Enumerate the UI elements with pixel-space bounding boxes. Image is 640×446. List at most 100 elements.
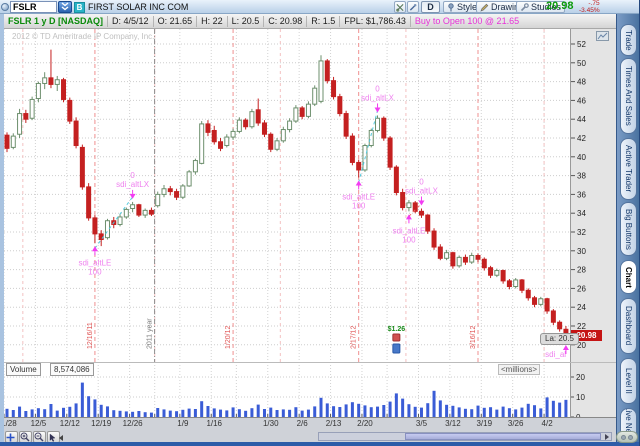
svg-text:100: 100 — [402, 235, 416, 244]
symbol-input[interactable] — [10, 1, 57, 13]
chart-panel-icon[interactable] — [596, 31, 609, 41]
svg-text:10: 10 — [576, 393, 585, 402]
x-axis: 11/28 12/5 12/12 12/19 12/26 1/9 1/16 1/30 2/6 2/… — [0, 419, 616, 431]
window-bottom-frame — [0, 442, 639, 446]
stat-low: L: 20.5 — [228, 15, 265, 27]
collapse-icon[interactable] — [59, 435, 63, 441]
svg-text:44: 44 — [577, 115, 586, 124]
svg-text:0: 0 — [130, 171, 135, 180]
stat-close: C: 20.98 — [264, 15, 308, 27]
x-axis-label: 12/19 — [91, 419, 112, 428]
scrollbar-thumb[interactable] — [405, 433, 601, 440]
time-scrollbar[interactable] — [318, 432, 612, 441]
price-chart-pane[interactable]: 52 50 48 46 44 42 40 38 36 34 32 30 28 26 24 22 20 2011 y… — [4, 29, 616, 362]
scissors-icon[interactable] — [394, 1, 406, 13]
svg-text:sdi_al: sdi_al — [545, 350, 566, 359]
x-axis-label: 3/5 — [415, 419, 428, 428]
x-axis-label: 3/19 — [476, 419, 493, 428]
volume-chart[interactable]: 20 10 0 — [4, 362, 616, 418]
last-price-axis-badge: 20.98 — [571, 329, 602, 341]
svg-text:34: 34 — [577, 209, 586, 218]
svg-text:sdi_altLX: sdi_altLX — [361, 93, 395, 102]
x-axis-label: 4/2 — [541, 419, 553, 428]
svg-text:sdi_altLE: sdi_altLE — [392, 226, 425, 235]
x-axis-label: 12/5 — [30, 419, 47, 428]
gadget-grip-icon[interactable] — [616, 431, 638, 443]
svg-text:20: 20 — [577, 341, 586, 350]
symbol-lookup-button[interactable] — [58, 1, 72, 13]
tab-chart[interactable]: Chart — [620, 260, 637, 294]
tab-big-buttons[interactable]: Big Buttons — [620, 202, 637, 256]
svg-text:30: 30 — [577, 247, 586, 256]
svg-text:26: 26 — [577, 284, 586, 293]
stat-open: O: 21.65 — [154, 15, 198, 27]
tab-trade[interactable]: Trade — [620, 24, 637, 56]
svg-text:36: 36 — [577, 190, 586, 199]
tab-dashboard[interactable]: Dashboard — [620, 298, 637, 354]
svg-text:40: 40 — [577, 153, 586, 162]
svg-text:0: 0 — [576, 413, 581, 418]
order-note[interactable]: Buy to Open 100 @ 21.65 — [414, 15, 520, 26]
x-axis-label: 11/28 — [0, 419, 17, 428]
x-axis-label: 2/6 — [296, 419, 308, 428]
x-axis-label: 2/13 — [325, 419, 342, 428]
style-button[interactable]: Style — [443, 1, 482, 13]
svg-text:2012 © TD Ameritrade IP Compan: 2012 © TD Ameritrade IP Company, Inc. — [12, 32, 154, 41]
svg-text:24: 24 — [577, 303, 586, 312]
svg-text:3/16/12: 3/16/12 — [470, 326, 477, 349]
svg-text:sdi_altLE: sdi_altLE — [78, 258, 111, 267]
wrench-icon — [520, 2, 529, 11]
scroll-right-icon[interactable] — [605, 434, 609, 440]
sidebar-tab-strip: Trade Times And Sales Active Trader Big … — [616, 14, 639, 442]
style-label: Style — [457, 2, 478, 12]
svg-text:2/17/12: 2/17/12 — [351, 326, 358, 349]
last-price: 20.98 — [546, 0, 574, 12]
tab-level-ii[interactable]: Level II — [620, 358, 637, 404]
svg-text:50: 50 — [577, 59, 586, 68]
stat-fpl: FPL: $1,786.43 — [340, 15, 411, 27]
candlestick-chart[interactable]: 52 50 48 46 44 42 40 38 36 34 32 30 28 26 24 22 20 2011 y… — [4, 29, 616, 362]
svg-text:22: 22 — [577, 322, 586, 331]
x-axis-label: 1/9 — [177, 419, 189, 428]
svg-text:32: 32 — [577, 228, 586, 237]
svg-text:sdi_altLE: sdi_altLE — [342, 192, 375, 201]
paintbrush-icon[interactable] — [407, 1, 419, 13]
svg-text:52: 52 — [577, 40, 586, 49]
svg-text:42: 42 — [577, 134, 586, 143]
svg-text:38: 38 — [577, 172, 586, 181]
svg-text:46: 46 — [577, 96, 586, 105]
svg-text:28: 28 — [577, 266, 586, 275]
chart-legend[interactable]: FSLR 1 y D [NASDAQ] — [4, 15, 109, 27]
studies-label: Studies — [531, 2, 562, 12]
svg-text:100: 100 — [352, 201, 366, 210]
svg-text:100: 100 — [88, 267, 102, 276]
svg-text:0: 0 — [419, 178, 424, 187]
price-change-percent: -3.45% — [579, 7, 600, 14]
arrow-cursor-icon — [49, 433, 56, 442]
company-name: FIRST SOLAR INC COM — [88, 2, 189, 12]
svg-text:20: 20 — [576, 373, 585, 382]
tab-active-trader[interactable]: Active Trader — [620, 138, 637, 200]
svg-text:sdi_altLX: sdi_altLX — [116, 180, 150, 189]
x-axis-label: 1/16 — [206, 419, 223, 428]
stat-range: R: 1.5 — [307, 15, 341, 27]
x-axis-label: 3/12 — [445, 419, 461, 428]
period-day-button[interactable]: D — [421, 1, 440, 13]
price-change-block: -.75 -3.45% — [579, 0, 600, 14]
magnifier-minus-icon — [34, 432, 44, 442]
gadget-icon[interactable] — [1, 3, 9, 11]
volume-unit-label: <millions> — [498, 364, 541, 375]
window-left-frame — [0, 14, 4, 442]
stat-high: H: 22 — [197, 15, 228, 27]
b-badge: B — [74, 2, 85, 13]
tab-times-and-sales[interactable]: Times And Sales — [620, 58, 637, 134]
x-axis-label: 3/26 — [507, 419, 524, 428]
drawings-label: Drawings — [491, 2, 529, 12]
volume-label: Volume — [6, 363, 41, 376]
x-axis-label: 2/20 — [357, 419, 373, 428]
svg-text:1/20/12: 1/20/12 — [225, 326, 232, 349]
volume-value: 8,574,086 — [50, 363, 94, 376]
zoom-in-button[interactable] — [19, 431, 32, 443]
studies-button[interactable]: Studies — [516, 1, 566, 13]
